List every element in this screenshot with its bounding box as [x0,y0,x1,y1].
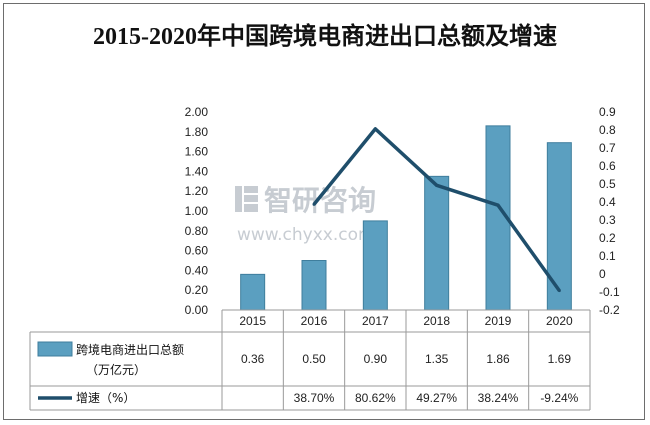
x-category-label: 2018 [423,314,450,328]
y-right-tick-label: 0.5 [599,177,616,191]
y-right-tick-label: 0.1 [599,249,616,263]
y-left-tick-label: 0.20 [185,283,209,297]
y-left-tick-label: 1.60 [185,145,209,159]
legend-line-label: 增速（%） [76,391,135,405]
growth-value-cell: 38.70% [294,391,335,405]
x-category-label: 2019 [485,314,512,328]
y-right-tick-label: -0.2 [599,303,620,317]
bar-value-cell: 1.69 [548,352,572,366]
x-category-label: 2015 [239,314,266,328]
y-left-tick-label: 0.60 [185,244,209,258]
bar-value-cell: 0.90 [364,352,388,366]
y-left-tick-label: 0.00 [185,303,209,317]
growth-point [312,202,316,206]
bar-2016 [301,260,327,311]
y-right-tick-label: 0.7 [599,141,616,155]
growth-value-cell: 80.62% [355,391,396,405]
growth-value-cell: 38.24% [478,391,519,405]
y-left-tick-label: 1.20 [185,184,209,198]
y-left-tick-label: 0.40 [185,263,209,277]
x-category-label: 2020 [546,314,573,328]
growth-value-cell: 49.27% [416,391,457,405]
watermark-brand: 智研咨询 [264,184,376,217]
y-left-tick-label: 0.80 [185,224,209,238]
watermark-logo-icon [235,186,258,212]
y-right-tick-label: 0.2 [599,231,616,245]
bar-2018 [424,175,450,311]
bar-value-cell: 1.86 [486,352,510,366]
y-right-tick-label: 0 [599,267,606,281]
growth-point [373,127,377,131]
y-left-tick-label: 1.40 [185,164,209,178]
bar-2017 [362,220,388,311]
x-category-label: 2016 [301,314,328,328]
y-left-tick-label: 1.80 [185,125,209,139]
bar-value-cell: 1.35 [425,352,449,366]
growth-point [557,289,561,293]
watermark: 智研咨询 www.chyxx.com [235,184,376,245]
y-right-tick-label: -0.1 [599,285,620,299]
y-left-tick-label: 2.00 [185,105,209,119]
legend-bar-swatch [37,341,73,357]
chart-title: 2015-2020年中国跨境电商进出口总额及增速 [93,24,557,50]
growth-value-cell: -9.24% [540,391,578,405]
x-category-label: 2017 [362,314,389,328]
growth-point [435,183,439,187]
bar-value-cell: 0.36 [241,352,265,366]
legend-bar-label: 跨境电商进出口总额 [76,342,184,357]
bar-value-cell: 0.50 [302,352,326,366]
y-right-tick-label: 0.6 [599,159,616,173]
y-left-tick-label: 1.00 [185,204,209,218]
y-right-tick-label: 0.9 [599,105,616,119]
bar-2020 [546,142,572,311]
growth-point [496,203,500,207]
y-right-tick-label: 0.8 [599,123,616,137]
legend-bar-unit: （万亿元） [86,362,146,377]
y-right-tick-label: 0.3 [599,213,616,227]
chart-frame [3,3,645,420]
bar-2015 [240,273,266,311]
y-right-tick-label: 0.4 [599,195,616,209]
watermark-url: www.chyxx.com [237,225,375,245]
